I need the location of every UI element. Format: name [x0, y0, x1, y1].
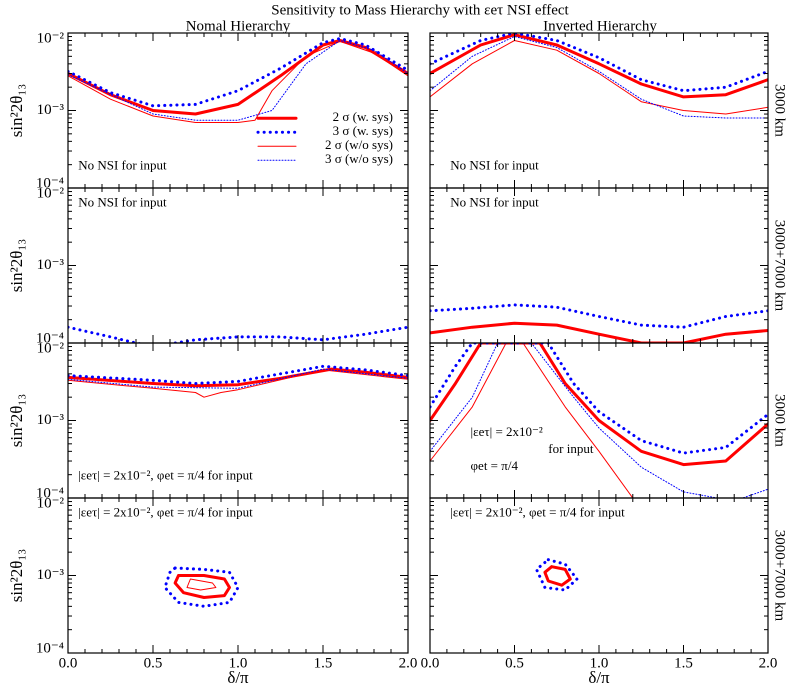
annotation: |εeτ| = 2x10⁻², φet = π/4 for input [78, 467, 253, 482]
y-tick-label: 10⁻⁴ [36, 175, 64, 191]
legend-label: 3 σ (w. sys) [333, 123, 393, 138]
x-axis-label: δ/π [588, 668, 610, 685]
side-label: 3000 km [772, 394, 788, 447]
x-tick-label: 1.0 [590, 655, 609, 671]
series-line [68, 325, 408, 343]
y-tick-label: 10⁻² [37, 30, 65, 46]
annotation: |εeτ| = 2x10⁻² [471, 424, 543, 439]
series-line [430, 36, 768, 119]
series-line [68, 40, 408, 123]
series-line [430, 321, 768, 343]
y-tick-label: 10⁻² [37, 495, 65, 511]
series-line [430, 343, 634, 498]
series-line [68, 368, 408, 389]
y-tick-label: 10⁻³ [37, 102, 65, 118]
series-line [430, 33, 768, 99]
figure-title: Sensitivity to Mass Hierarchy with εeτ N… [271, 2, 569, 18]
annotation: No NSI for input [78, 157, 167, 172]
y-axis-label: sin²2θ₁₃ [7, 549, 26, 603]
x-tick-label: 2.0 [399, 655, 418, 671]
y-tick-label: 10⁻³ [37, 257, 65, 273]
annotation: φet = π/4 [471, 458, 519, 473]
y-tick-label: 10⁻³ [37, 412, 65, 428]
x-tick-label: 1.0 [229, 655, 248, 671]
y-tick-label: 10⁻⁴ [36, 485, 64, 501]
column-title: Nomal Hierarchy [186, 18, 291, 34]
x-tick-label: 1.5 [314, 655, 333, 671]
y-tick-label: 10⁻² [37, 185, 65, 201]
side-label: 3000 km [772, 84, 788, 137]
y-axis-label: sin²2θ₁₃ [7, 84, 26, 138]
column-title: Inverted Hierarchy [543, 18, 657, 34]
x-tick-label: 0.0 [421, 655, 440, 671]
annotation: No NSI for input [78, 194, 167, 209]
series-line [68, 40, 408, 121]
series-line [430, 40, 768, 115]
side-label: 3000+7000 km [772, 220, 788, 312]
series-line [430, 33, 768, 93]
x-tick-label: 1.5 [674, 655, 693, 671]
x-tick-label: 0.5 [144, 655, 163, 671]
plot-frame [429, 187, 769, 344]
annotation: |εeτ| = 2x10⁻², φet = π/4 for input [450, 504, 625, 519]
annotation: No NSI for input [450, 157, 539, 172]
y-tick-label: 10⁻⁴ [36, 640, 64, 656]
plot-frame [67, 187, 409, 344]
series-line [430, 343, 768, 455]
series-line [186, 578, 217, 591]
plot-frame [67, 497, 409, 654]
annotation: for input [548, 441, 594, 456]
plot-frame [429, 497, 769, 654]
series-line [430, 303, 768, 329]
series-line [68, 369, 408, 398]
x-tick-label: 0.5 [505, 655, 524, 671]
series-line [430, 343, 768, 498]
legend-label: 2 σ (w. sys) [333, 109, 393, 124]
annotation: No NSI for input [450, 194, 539, 209]
x-tick-label: 2.0 [759, 655, 778, 671]
legend-label: 3 σ (w/o sys) [325, 151, 393, 166]
series-line [430, 343, 768, 467]
y-tick-label: 10⁻³ [37, 567, 65, 583]
series-line [163, 566, 240, 608]
series-line [535, 558, 579, 592]
series-line [173, 574, 231, 599]
legend-label: 2 σ (w/o sys) [325, 137, 393, 152]
side-label: 3000+7000 km [772, 530, 788, 622]
series-line [543, 565, 572, 587]
series-line [68, 364, 408, 385]
y-axis-label: sin²2θ₁₃ [7, 394, 26, 448]
y-tick-label: 10⁻² [37, 340, 65, 356]
x-tick-label: 0.0 [59, 655, 78, 671]
y-axis-label: sin²2θ₁₃ [7, 239, 26, 293]
annotation: |εeτ| = 2x10⁻², φet = π/4 for input [78, 504, 253, 519]
x-axis-label: δ/π [227, 668, 249, 685]
series-line [68, 367, 408, 388]
series-line [68, 37, 408, 108]
y-tick-label: 10⁻⁴ [36, 330, 64, 346]
